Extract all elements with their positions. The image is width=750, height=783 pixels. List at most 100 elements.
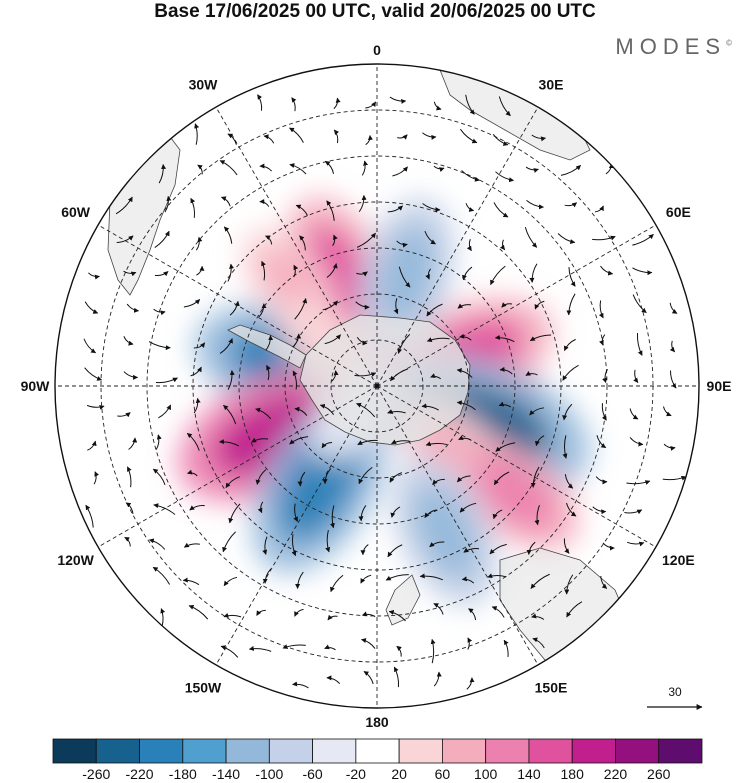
wind-arrow	[557, 233, 576, 245]
wind-arrow	[282, 644, 306, 649]
latitude-circle	[146, 155, 608, 617]
wind-arrow	[183, 299, 201, 308]
wind-arrow	[632, 267, 653, 276]
colorbar-tick-label: -260	[82, 766, 110, 782]
wind-arrow	[322, 468, 332, 485]
longitude-label: 60E	[666, 204, 691, 220]
wind-arrow	[227, 370, 235, 390]
colorbar-tick-label: -60	[302, 766, 322, 782]
wind-arrow	[255, 407, 272, 420]
wind-arrow	[126, 303, 140, 313]
wind-arrow	[457, 303, 472, 309]
wind-arrow	[493, 471, 510, 486]
wind-arrow	[358, 505, 367, 522]
wind-arrow	[225, 476, 240, 489]
wind-arrow	[458, 435, 472, 441]
colorbar-tick-label: 100	[474, 766, 498, 782]
wind-arrow	[158, 404, 172, 419]
wind-arrow	[526, 541, 536, 555]
wind-arrow	[259, 163, 273, 172]
wind-arrow	[155, 434, 162, 450]
longitude-label: 120E	[662, 552, 695, 568]
wind-arrow	[456, 475, 471, 483]
wind-arrow	[356, 232, 376, 248]
colorbar-swatch	[95, 738, 140, 764]
wind-arrow	[293, 503, 298, 522]
wind-arrow	[534, 300, 545, 310]
wind-arrow	[398, 266, 411, 288]
wind-arrow	[598, 300, 604, 319]
wind-arrow	[564, 574, 574, 595]
meridian-line	[97, 385, 378, 548]
wind-arrow	[563, 538, 570, 554]
wind-arrow	[361, 160, 369, 176]
wind-arrow	[529, 263, 538, 283]
colorbar: -260 -220 -180 -140 -100 -60 -20 20 60 100 140 180 2…	[52, 738, 703, 782]
wind-arrow	[494, 334, 515, 343]
wind-arrow	[356, 337, 368, 346]
wind-arrow	[425, 268, 431, 280]
wind-arrow	[564, 202, 578, 208]
wind-arrow	[632, 234, 654, 246]
wind-arrow	[295, 571, 304, 589]
wind-arrow	[365, 134, 373, 146]
wind-arrow	[397, 334, 411, 354]
wind-arrow	[669, 340, 676, 353]
wind-arrow	[292, 370, 298, 390]
wind-arrow	[387, 409, 406, 414]
wind-arrow	[148, 538, 166, 550]
wind-arrow	[193, 342, 206, 349]
colorbar-swatch	[268, 738, 314, 764]
wind-arrow	[291, 97, 297, 112]
wind-arrow	[326, 263, 338, 278]
wind-arrow	[498, 96, 511, 117]
wind-arrow	[330, 574, 344, 593]
wind-arrow	[663, 443, 676, 451]
wind-arrow	[86, 404, 105, 410]
wind-arrow	[525, 371, 538, 376]
wind-arrow	[562, 364, 579, 381]
chart-title: Base 17/06/2025 00 UTC, valid 20/06/2025…	[154, 1, 596, 22]
wind-arrow	[433, 671, 442, 687]
wind-arrow	[218, 439, 240, 447]
wind-arrow	[87, 440, 97, 451]
wind-arrow	[490, 265, 506, 286]
wind-arrow	[392, 166, 408, 177]
longitude-label: 90E	[707, 378, 732, 394]
new-zealand-land	[385, 574, 421, 626]
wind-arrow	[115, 196, 133, 215]
wind-arrow	[396, 645, 402, 657]
wind-arrow	[566, 293, 576, 316]
wind-arrow	[600, 265, 614, 276]
wind-arrow	[227, 263, 235, 282]
wind-arrow	[261, 260, 266, 281]
wind-arrow	[266, 364, 271, 381]
meridian-line	[215, 106, 378, 387]
wind-arrow	[153, 308, 166, 316]
south-pole-marker	[374, 383, 380, 389]
longitude-labels: 0 30E 60E 90E 120E 150E 180 150W 120W 90W 60W 30W	[21, 42, 732, 730]
wind-arrow	[190, 366, 202, 377]
wind-arrow	[326, 675, 341, 685]
wind-arrow	[492, 134, 509, 146]
wind-arrow	[461, 170, 480, 182]
wind-arrow	[251, 437, 269, 443]
longitude-label: 30W	[189, 77, 219, 93]
colorbar-tick-label: -20	[346, 766, 366, 782]
wind-arrow	[626, 541, 645, 547]
wind-arrow	[430, 373, 442, 380]
colorbar-tick-label: -140	[212, 766, 240, 782]
wind-arrow	[322, 300, 338, 311]
wind-arrow	[534, 504, 540, 526]
wind-arrow	[220, 645, 239, 658]
colorbar-swatch	[485, 738, 530, 764]
wind-arrow	[468, 608, 477, 621]
colorbar-swatch	[225, 738, 270, 764]
wind-arrow	[529, 407, 544, 416]
wind-arrow	[433, 165, 445, 172]
meridian-line	[376, 385, 539, 666]
colorbar-tick-label: -180	[169, 766, 197, 782]
wind-arrow	[389, 96, 407, 104]
colorbar-tick-label: -220	[126, 766, 154, 782]
